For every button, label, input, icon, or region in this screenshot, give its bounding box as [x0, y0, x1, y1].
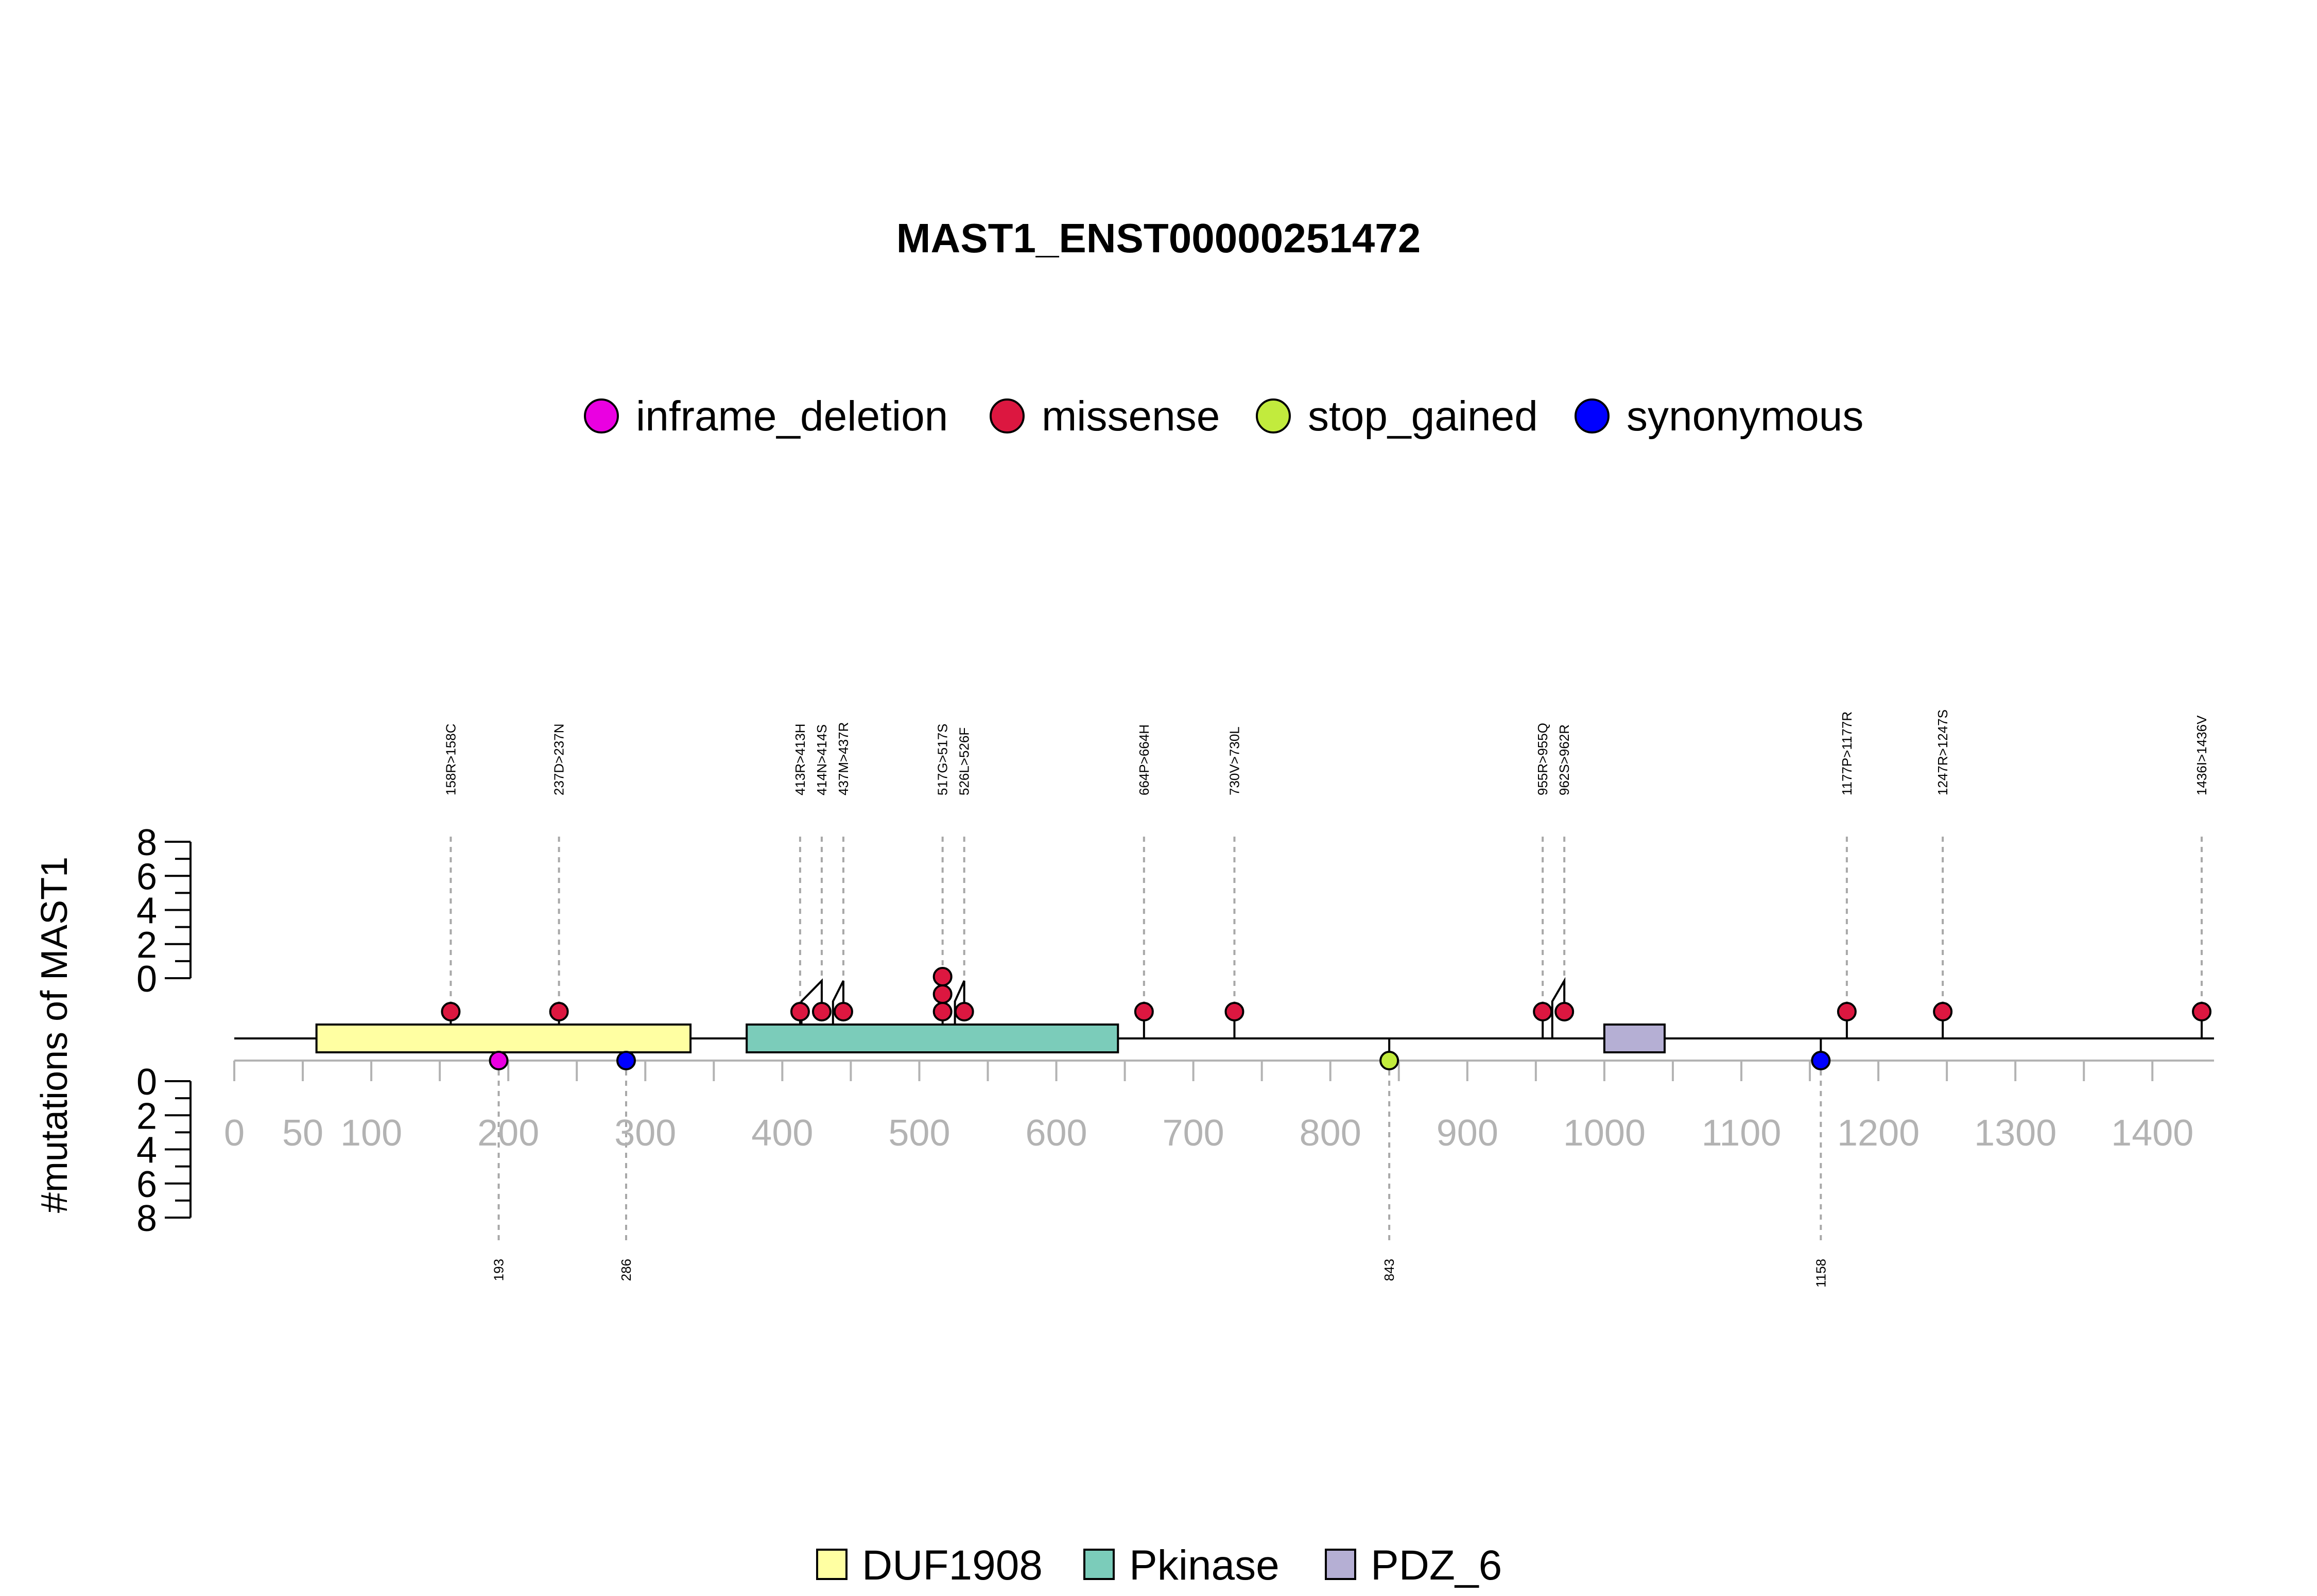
domain-legend-label-Pkinase: Pkinase: [1129, 1542, 1279, 1589]
legend-label-missense: missense: [1042, 393, 1220, 440]
domain-legend-swatch-DUF1908: [816, 1549, 848, 1580]
mutation-stem: [954, 980, 965, 1038]
legend-label-stop_gained: stop_gained: [1308, 393, 1538, 440]
mutation-label: 1158: [1813, 1259, 1828, 1288]
domain-DUF1908: [315, 1023, 692, 1053]
mutation-point-missense: [932, 967, 953, 986]
y-axis-label: #mutations of MAST1: [34, 857, 75, 1213]
x-tick-label: 1400: [2111, 1113, 2193, 1154]
mutation-point-missense: [1533, 1002, 1553, 1021]
legend-marker-inframe_deletion: [584, 398, 619, 433]
mutation-label: 437M>437R: [836, 722, 851, 795]
mutation-label: 237D>237N: [551, 724, 567, 796]
mutation-point-missense: [2192, 1002, 2212, 1021]
mutation-label: 413R>413H: [792, 724, 808, 796]
mutation-point-missense: [549, 1002, 569, 1021]
mutation-label: 664P>664H: [1136, 724, 1152, 795]
mutation-point-missense: [932, 984, 953, 1004]
x-tick-label: 1000: [1563, 1113, 1646, 1154]
lower-y-tick-label: 8: [136, 1198, 157, 1239]
mutation-label: 286: [618, 1259, 634, 1281]
legend-marker-stop_gained: [1256, 398, 1291, 433]
domain-legend-swatch-Pkinase: [1083, 1549, 1115, 1580]
x-tick-label: 0: [224, 1113, 245, 1154]
mutation-point-missense: [790, 1002, 810, 1021]
mutation-guide-lines: [449, 837, 2203, 1243]
mutation-label: 955R>955Q: [1535, 723, 1550, 795]
mutation-point-missense: [1224, 1002, 1244, 1021]
upper-y-tick-label: 2: [136, 925, 157, 966]
x-tick-label: 500: [888, 1113, 950, 1154]
mutation-point-synonymous: [616, 1051, 636, 1070]
protein-domains: [315, 1023, 1666, 1053]
mutation-points: [441, 967, 2212, 1070]
x-tick-label: 900: [1437, 1113, 1498, 1154]
x-tick-label: 50: [282, 1113, 323, 1154]
mutation-label: 193: [491, 1259, 507, 1281]
legend-marker-missense: [990, 398, 1025, 433]
x-tick-label: 800: [1300, 1113, 1361, 1154]
mutation-point-missense: [932, 1002, 953, 1021]
mutation-point-missense: [1554, 1002, 1575, 1021]
legend-marker-synonymous: [1575, 398, 1610, 433]
mutation-label: 517G>517S: [935, 723, 950, 795]
domain-PDZ_6: [1603, 1023, 1666, 1053]
upper-y-tick-label: 8: [136, 822, 157, 863]
mutation-label: 526L>526F: [957, 727, 972, 795]
legend-label-synonymous: synonymous: [1627, 393, 1863, 440]
upper-y-tick-label: 0: [136, 959, 157, 1000]
mutation-label: 843: [1381, 1259, 1397, 1281]
mutation-point-stop_gained: [1379, 1051, 1399, 1070]
mutation-stem: [832, 980, 844, 1038]
mutation-type-legend: inframe_deletion missense stop_gained synon…: [584, 393, 1863, 440]
mutation-label: 1177P>1177R: [1839, 712, 1855, 795]
mutation-label: 962S>962R: [1557, 724, 1572, 795]
domain-legend-label-DUF1908: DUF1908: [862, 1542, 1043, 1589]
mutation-point-synonymous: [1811, 1051, 1831, 1070]
domain-legend-swatch-PDZ_6: [1325, 1549, 1356, 1580]
x-tick-label: 700: [1163, 1113, 1224, 1154]
mutation-point-missense: [1933, 1002, 1953, 1021]
legend-label-inframe_deletion: inframe_deletion: [636, 393, 948, 440]
mutation-label: 158R>158C: [443, 724, 458, 796]
domain-Pkinase: [746, 1023, 1119, 1053]
mutation-label: 1247R>1247S: [1935, 709, 1950, 795]
mutation-point-inframe_deletion: [489, 1051, 509, 1070]
x-tick-label: 300: [614, 1113, 676, 1154]
mutation-point-missense: [1837, 1002, 1857, 1021]
mutation-labels: 158R>158C 237D>237N 413R>413H 414N>414S 437M…: [443, 709, 2209, 1288]
x-axis: 0 50 100 200 300 400 500 600 700 800 900 1000 1100 12…: [224, 1060, 2214, 1154]
x-tick-label: 400: [751, 1113, 813, 1154]
domain-legend-label-PDZ_6: PDZ_6: [1371, 1542, 1502, 1589]
x-tick-label: 1200: [1837, 1113, 1920, 1154]
lower-y-tick-label: 4: [136, 1130, 157, 1171]
x-tick-label: 1300: [1974, 1113, 2056, 1154]
mutation-stem: [1551, 977, 1566, 1038]
upper-y-tick-label: 4: [136, 891, 157, 932]
domain-legend: DUF1908 Pkinase PDZ_6: [816, 1542, 1502, 1589]
mutation-label: 730V>730L: [1226, 726, 1242, 795]
mutation-point-missense: [811, 1002, 832, 1021]
lower-y-tick-label: 0: [136, 1062, 157, 1103]
mutation-point-missense: [954, 1002, 974, 1021]
x-tick-label: 600: [1025, 1113, 1087, 1154]
mutation-point-missense: [441, 1002, 461, 1021]
x-tick-label: 1100: [1702, 1113, 1782, 1154]
mutation-point-missense: [833, 1002, 853, 1021]
upper-y-tick-label: 6: [136, 856, 157, 897]
chart-title: MAST1_ENST00000251472: [896, 215, 1421, 261]
lower-y-tick-label: 2: [136, 1096, 157, 1137]
mutation-point-missense: [1134, 1002, 1154, 1021]
mutation-label: 1436I>1436V: [2194, 715, 2209, 795]
lower-y-tick-label: 6: [136, 1164, 157, 1205]
x-tick-label: 100: [340, 1113, 402, 1154]
x-tick-label: 200: [477, 1113, 539, 1154]
mutation-label: 414N>414S: [814, 724, 829, 795]
